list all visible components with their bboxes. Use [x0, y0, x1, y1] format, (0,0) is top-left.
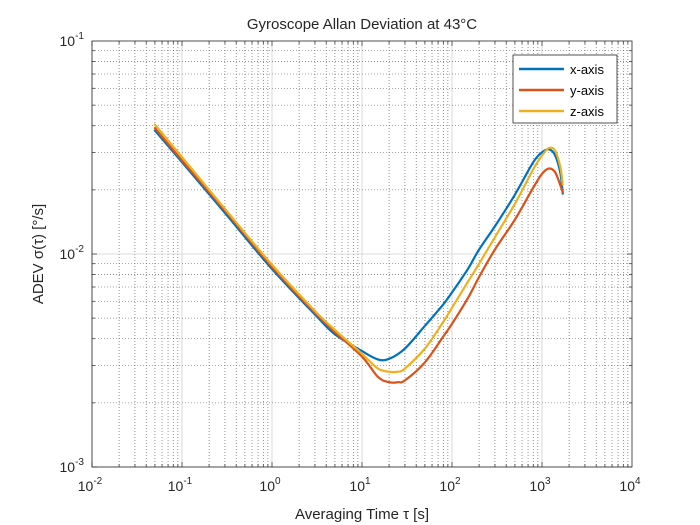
x-tick-label: 102: [439, 476, 461, 494]
y-axis-label: ADEV σ(τ) [°/s]: [30, 204, 47, 304]
legend-label-z-axis: z-axis: [570, 104, 604, 119]
series-line-z-axis: [153, 123, 564, 374]
legend-label-y-axis: y-axis: [570, 83, 604, 98]
x-tick-label: 103: [529, 476, 551, 494]
x-tick-label: 104: [619, 476, 641, 494]
x-tick-label: 100: [259, 476, 281, 494]
tick-layer: [91, 41, 632, 468]
legend-label-x-axis: x-axis: [570, 62, 604, 77]
y-tick-labels: 10-3 10-2 10-1: [60, 31, 85, 475]
series-layer: [153, 123, 564, 384]
x-tick-labels: 10-2 10-1 100 101 102 103 104: [78, 476, 641, 494]
x-axis-label: Averaging Time τ [s]: [295, 506, 429, 523]
x-tick-label: 101: [349, 476, 371, 494]
chart-title: Gyroscope Allan Deviation at 43°C: [247, 16, 477, 33]
y-tick-label: 10-3: [60, 457, 85, 475]
y-tick-label: 10-2: [60, 244, 85, 262]
x-tick-label: 10-1: [168, 476, 193, 494]
y-tick-label: 10-1: [60, 31, 85, 49]
legend: x-axis y-axis z-axis: [512, 54, 618, 124]
x-tick-label: 10-2: [78, 476, 103, 494]
series-line-y-axis: [153, 127, 564, 384]
series-line-x-axis: [153, 129, 564, 362]
